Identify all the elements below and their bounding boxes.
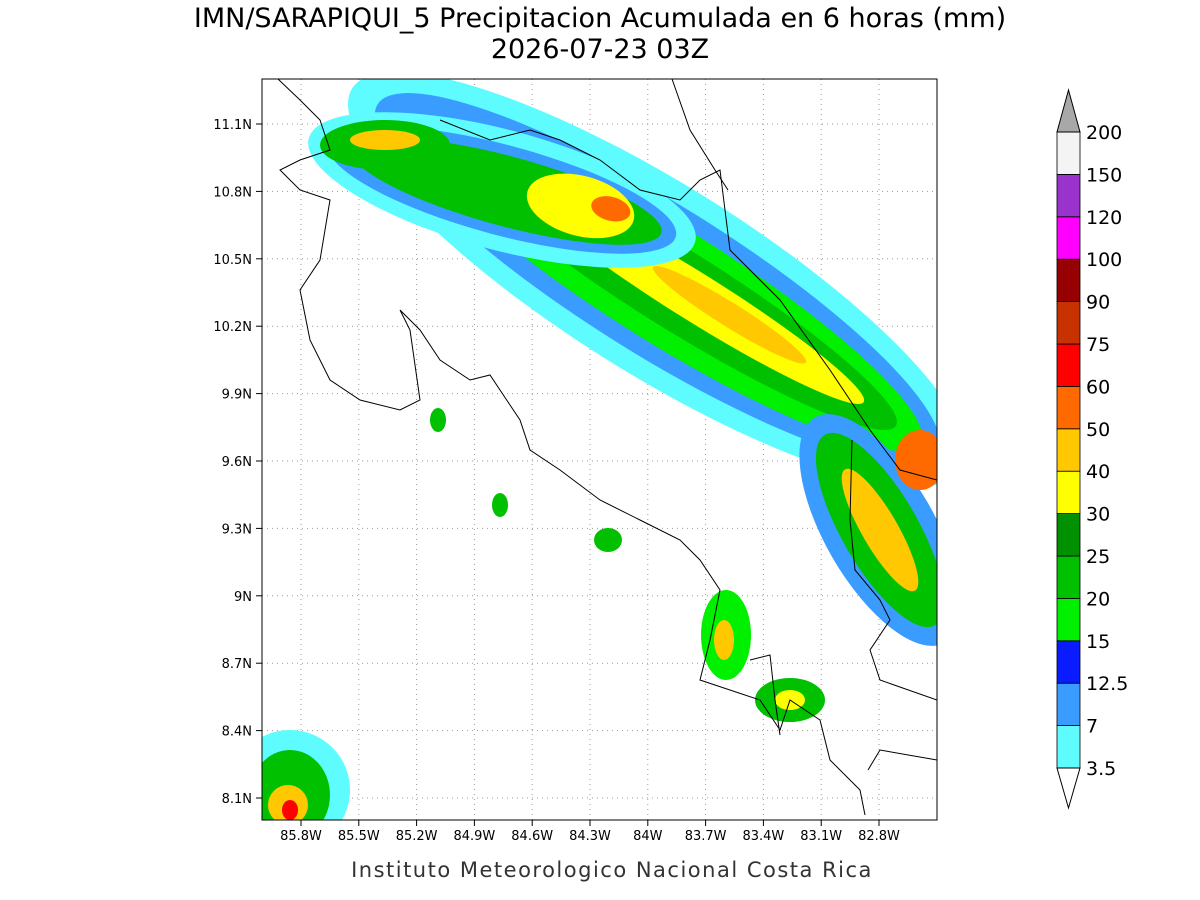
colorbar-label: 150 — [1086, 164, 1122, 186]
colorbar-label: 50 — [1086, 419, 1110, 441]
colorbar-label: 12.5 — [1086, 673, 1128, 695]
colorbar-label: 75 — [1086, 334, 1110, 356]
map — [262, 79, 937, 820]
lat-label: 10.5N — [213, 253, 252, 268]
colorbar-segment — [1056, 513, 1081, 557]
colorbar: 3.5 7 12.5 15 20 25 30 40 50 60 75 90 100 120 150 200 — [1056, 88, 1128, 810]
colorbar-segment — [1056, 640, 1081, 684]
colorbar-segment — [1056, 131, 1081, 175]
colorbar-segment — [1056, 258, 1081, 303]
colorbar-segment — [1056, 173, 1081, 218]
title: IMN/SARAPIQUI_5 Precipitacion Acumulada … — [194, 3, 1006, 34]
colorbar-label: 200 — [1086, 122, 1122, 144]
colorbar-segment — [1056, 385, 1081, 430]
colorbar-over — [1056, 88, 1081, 133]
colorbar-label: 15 — [1086, 631, 1110, 653]
lat-label: 10.8N — [213, 185, 252, 200]
lon-label: 85.5W — [338, 829, 380, 844]
lon-label: 84.9W — [453, 829, 495, 844]
colorbar-label: 90 — [1086, 292, 1110, 314]
lon-label: 85.8W — [280, 829, 322, 844]
colorbar-label: 40 — [1086, 461, 1110, 483]
coastline — [277, 79, 937, 816]
colorbar-segment — [1056, 216, 1081, 260]
lat-label: 9.3N — [222, 522, 252, 537]
colorbar-label: 100 — [1086, 249, 1122, 271]
colorbar-label: 60 — [1086, 376, 1110, 398]
lon-label: 85.2W — [396, 829, 438, 844]
colorbar-segment — [1056, 725, 1081, 769]
lon-label: 84W — [633, 829, 663, 844]
colorbar-segment — [1056, 470, 1081, 515]
colorbar-label: 25 — [1086, 546, 1110, 568]
lat-label: 9.6N — [222, 455, 252, 470]
colorbar-under — [1056, 767, 1081, 810]
lon-label: 84.3W — [569, 829, 611, 844]
subtitle: 2026-07-23 03Z — [491, 34, 709, 65]
colorbar-segment — [1056, 428, 1081, 472]
lat-label: 8.7N — [222, 657, 252, 672]
colorbar-segment — [1056, 598, 1081, 642]
colorbar-segment — [1056, 555, 1081, 599]
colorbar-label: 20 — [1086, 588, 1110, 610]
map-frame — [261, 78, 938, 821]
lon-label: 83.4W — [742, 829, 784, 844]
lat-label: 8.4N — [222, 725, 252, 740]
footer: Instituto Meteorologico Nacional Costa R… — [351, 858, 873, 882]
colorbar-segment — [1056, 343, 1081, 387]
lat-label: 10.2N — [213, 320, 252, 335]
lon-label: 82.8W — [858, 829, 900, 844]
lat-label: 8.1N — [222, 792, 252, 807]
lon-label: 83.1W — [800, 829, 842, 844]
colorbar-label: 120 — [1086, 207, 1122, 229]
lat-label: 9.9N — [222, 388, 252, 403]
lon-label: 84.6W — [511, 829, 553, 844]
colorbar-segment — [1056, 682, 1081, 727]
precipitation-field — [262, 79, 937, 820]
colorbar-segment — [1056, 301, 1081, 345]
lon-label: 83.7W — [685, 829, 727, 844]
colorbar-label: 30 — [1086, 504, 1110, 526]
lat-label: 11.1N — [213, 118, 252, 133]
colorbar-label: 7 — [1086, 716, 1098, 738]
colorbar-label: 3.5 — [1086, 758, 1116, 780]
lat-label: 9N — [234, 590, 252, 605]
